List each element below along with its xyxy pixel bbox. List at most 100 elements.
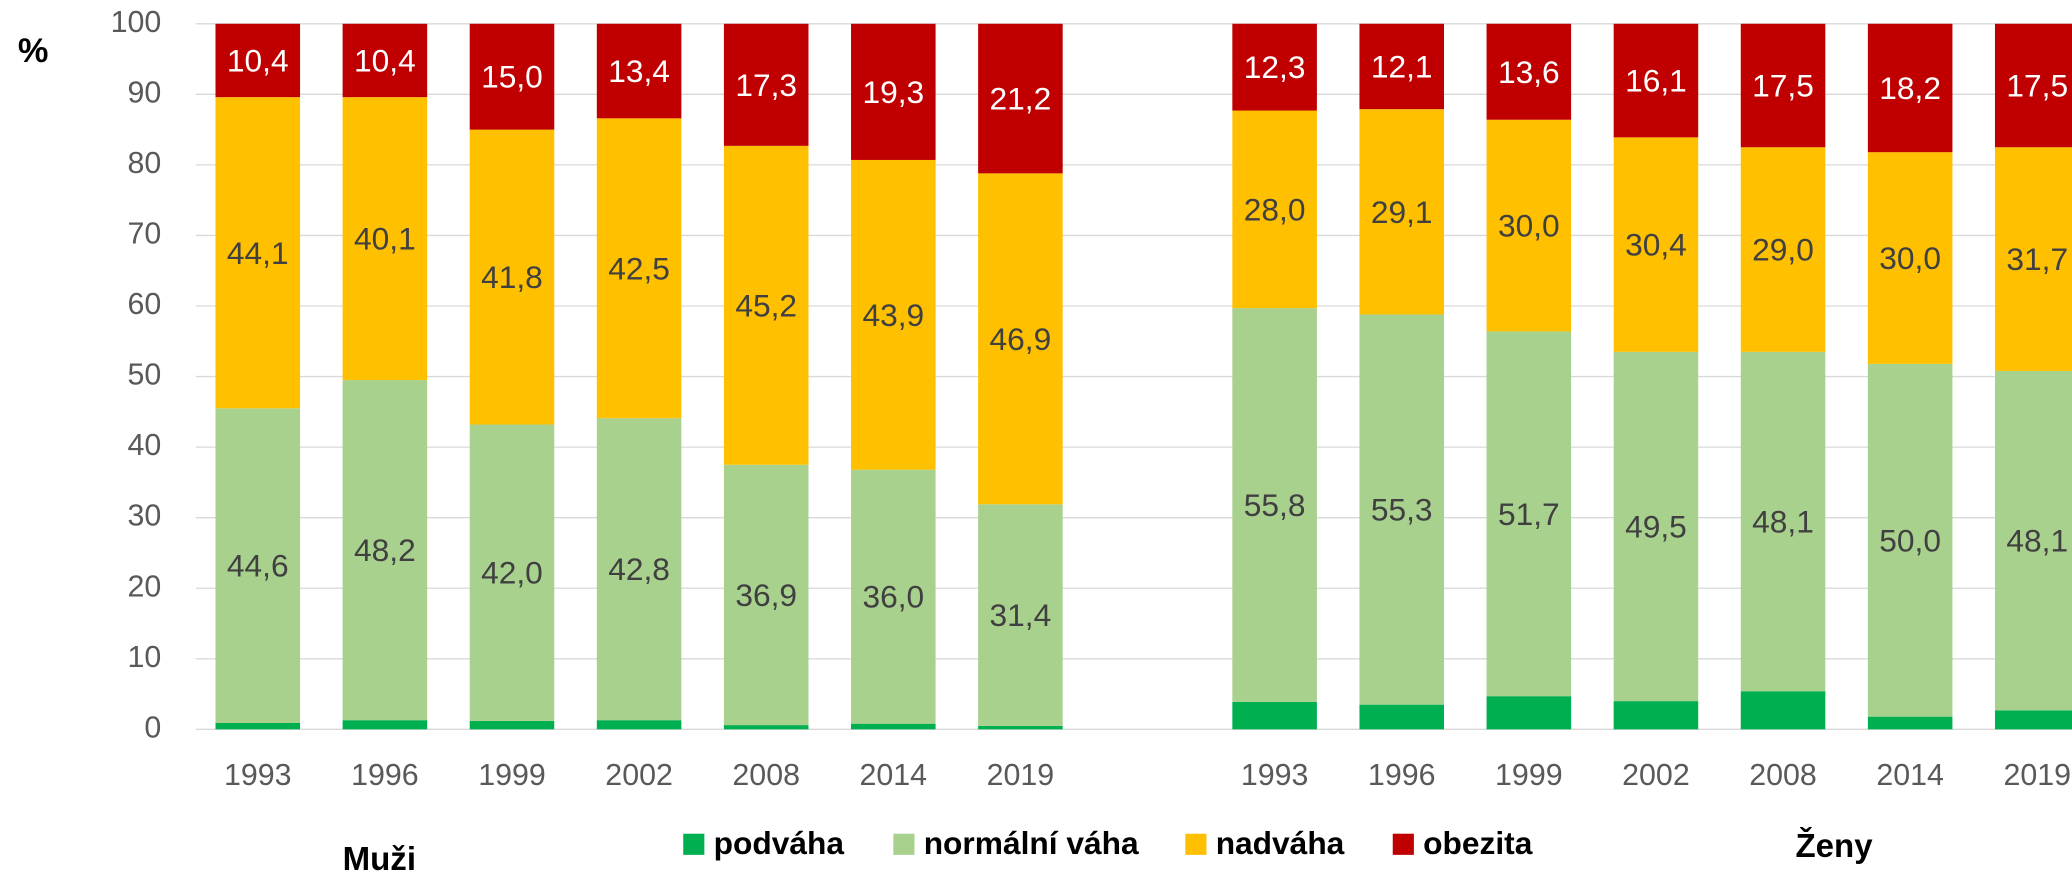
- x-tick-label: 1996: [351, 758, 419, 792]
- bar-segment: [1613, 351, 1699, 702]
- y-tick-label: 10: [128, 640, 162, 674]
- y-tick-label: 60: [128, 287, 162, 321]
- bar-segment: [723, 725, 809, 730]
- bar-segment: [1486, 331, 1572, 697]
- bar-segment: [1359, 109, 1445, 315]
- bar-segment: [723, 464, 809, 726]
- value-label: 42,0: [481, 555, 543, 591]
- value-label: 19,3: [862, 74, 924, 110]
- legend-swatch: [1392, 833, 1414, 855]
- bar-segment: [1232, 110, 1317, 309]
- value-label: 17,5: [1752, 68, 1814, 104]
- legend-label: obezita: [1423, 825, 1533, 861]
- value-label: 18,2: [1879, 70, 1941, 106]
- value-label: 55,8: [1244, 487, 1306, 523]
- bar-segment: [1994, 147, 2072, 371]
- bar-segment: [1994, 710, 2072, 730]
- x-tick-label: 2008: [732, 758, 800, 792]
- bar-segment: [978, 173, 1063, 505]
- value-label: 31,7: [2006, 241, 2068, 277]
- bar-segment: [1359, 23, 1445, 110]
- value-label: 43,9: [862, 297, 924, 333]
- value-label: 55,3: [1371, 492, 1433, 528]
- x-tick-label: 1993: [1241, 758, 1309, 792]
- y-tick-label: 90: [128, 75, 162, 109]
- bar-segment: [596, 118, 682, 419]
- bar-segment: [1486, 696, 1572, 730]
- bar-segment: [596, 418, 682, 721]
- bar-segment: [1486, 23, 1572, 120]
- bar-segment: [342, 720, 428, 730]
- bar-segment: [1867, 152, 1953, 364]
- value-label: 13,4: [608, 53, 670, 89]
- bar-segment: [596, 23, 682, 119]
- value-label: 30,4: [1625, 227, 1687, 263]
- bar-segment: [1867, 716, 1953, 730]
- bar-segment: [215, 722, 301, 730]
- legend-label: normální váha: [924, 825, 1139, 861]
- value-label: 41,8: [481, 259, 543, 295]
- value-label: 50,0: [1879, 522, 1941, 558]
- bar-segment: [1613, 701, 1699, 730]
- legend-label: nadváha: [1216, 825, 1345, 861]
- value-label: 13,6: [1498, 54, 1560, 90]
- bar-segment: [342, 23, 428, 98]
- x-tick-label: 1999: [478, 758, 546, 792]
- bar-segment: [851, 723, 936, 730]
- bar-segment: [596, 720, 682, 730]
- value-label: 36,9: [735, 577, 797, 613]
- bar-segment: [1232, 23, 1317, 111]
- bar-segment: [1359, 314, 1445, 705]
- bar-segment: [215, 408, 301, 723]
- value-label: 48,1: [2006, 523, 2068, 559]
- x-tick-label: 2019: [987, 758, 1055, 792]
- value-label: 48,2: [354, 532, 416, 568]
- legend-swatch: [893, 833, 915, 855]
- y-tick-label: 30: [128, 499, 162, 533]
- value-label: 21,2: [990, 81, 1052, 117]
- bar-segment: [978, 504, 1063, 726]
- value-label: 10,4: [227, 42, 289, 78]
- value-label: 30,0: [1498, 208, 1560, 244]
- x-tick-label: 2008: [1749, 758, 1817, 792]
- value-label: 48,1: [1752, 504, 1814, 540]
- bar-segment: [723, 145, 809, 465]
- y-tick-label: 40: [128, 428, 162, 462]
- x-tick-label: 2014: [860, 758, 928, 792]
- bar-segment: [1359, 704, 1445, 730]
- y-tick-label: 100: [111, 5, 162, 39]
- value-label: 46,9: [990, 321, 1052, 357]
- x-tick-label: 2019: [2003, 758, 2071, 792]
- y-axis-label: %: [18, 32, 49, 70]
- x-tick-label: 2014: [1876, 758, 1944, 792]
- value-label: 51,7: [1498, 496, 1560, 532]
- bar-segment: [851, 23, 936, 160]
- legend-swatch: [683, 833, 705, 855]
- value-label: 16,1: [1625, 63, 1687, 99]
- x-tick-label: 2002: [605, 758, 673, 792]
- value-label: 36,0: [862, 579, 924, 615]
- x-tick-label: 2002: [1622, 758, 1690, 792]
- value-label: 28,0: [1244, 191, 1306, 227]
- bar-segment: [1232, 308, 1317, 702]
- value-label: 44,6: [227, 548, 289, 584]
- x-tick-label: 1996: [1368, 758, 1436, 792]
- value-label: 17,3: [735, 67, 797, 103]
- bar-segment: [1867, 363, 1953, 717]
- group-label: Muži: [343, 840, 416, 876]
- value-label: 42,5: [608, 250, 670, 286]
- legend-label: podváha: [714, 825, 845, 861]
- value-label: 12,1: [1371, 48, 1433, 84]
- bar-segment: [469, 720, 555, 730]
- bar-segment: [469, 424, 555, 721]
- bar-segment: [215, 23, 301, 98]
- value-label: 29,0: [1752, 232, 1814, 268]
- value-label: 40,1: [354, 221, 416, 257]
- bar-segment: [1740, 147, 1826, 352]
- value-label: 45,2: [735, 287, 797, 323]
- value-label: 12,3: [1244, 49, 1306, 85]
- bar-segment: [1486, 119, 1572, 332]
- bar-segment: [978, 725, 1063, 730]
- bar-segment: [1994, 370, 2072, 711]
- value-label: 49,5: [1625, 509, 1687, 545]
